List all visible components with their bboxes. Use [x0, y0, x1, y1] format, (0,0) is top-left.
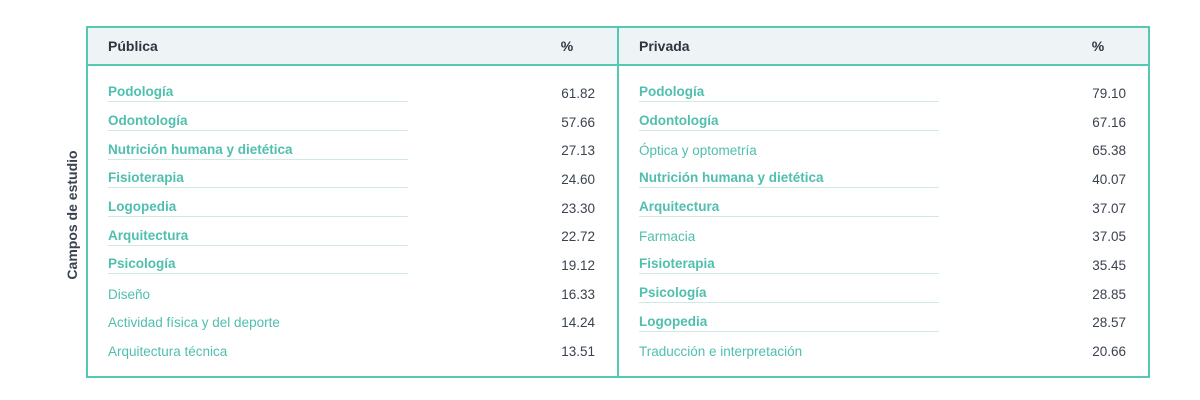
field-value: 27.13 — [561, 143, 595, 159]
table-row: Psicología 19.12 — [108, 251, 595, 280]
field-value: 14.24 — [561, 315, 595, 331]
field-value: 61.82 — [561, 85, 595, 101]
table-panel: Privada% Podología 79.10 Odontología 67.16 Óp… — [617, 28, 1148, 376]
field-value: 40.07 — [1092, 171, 1126, 187]
field-name: Actividad física y del deporte — [108, 315, 280, 331]
field-name: Odontología — [639, 113, 939, 132]
field-name: Arquitectura — [108, 228, 408, 246]
field-name: Nutrición humana y dietética — [639, 170, 939, 189]
field-name: Podología — [639, 84, 939, 103]
field-name: Psicología — [639, 285, 939, 304]
field-value: 79.10 — [1092, 85, 1126, 101]
field-value: 22.72 — [561, 229, 595, 245]
table-row: Actividad física y del deporte 14.24 — [108, 309, 595, 338]
field-value: 24.60 — [561, 171, 595, 187]
field-name: Diseño — [108, 286, 151, 302]
field-name: Traducción e interpretación — [639, 344, 803, 360]
field-value: 28.85 — [1092, 286, 1126, 302]
table-frame: Pública% Podología 61.82 Odontología 57.66 Nu… — [86, 26, 1150, 378]
field-name: Óptica y optometría — [639, 143, 757, 159]
table-row: Arquitectura 22.72 — [108, 222, 595, 251]
side-label: Campos de estudio — [64, 150, 80, 280]
table-row: Farmacia 37.05 — [639, 222, 1126, 251]
field-name: Fisioterapia — [108, 170, 408, 189]
table-row: Logopedia 23.30 — [108, 194, 595, 223]
table-row: Óptica y optometría 65.38 — [639, 136, 1126, 165]
table-row: Psicología 28.85 — [639, 280, 1126, 309]
header-name: Privada — [639, 38, 690, 54]
field-value: 28.57 — [1092, 315, 1126, 331]
table-header: Privada% — [619, 28, 1148, 66]
table-row: Fisioterapia 24.60 — [108, 165, 595, 194]
field-name: Podología — [108, 84, 408, 103]
field-name: Logopedia — [639, 314, 939, 332]
field-value: 65.38 — [1092, 143, 1126, 159]
field-name: Logopedia — [108, 199, 408, 218]
table-row: Podología 61.82 — [108, 79, 595, 108]
field-value: 67.16 — [1092, 114, 1126, 130]
field-value: 23.30 — [561, 200, 595, 216]
field-value: 35.45 — [1092, 257, 1126, 273]
table-row: Nutrición humana y dietética 40.07 — [639, 165, 1126, 194]
table-row: Fisioterapia 35.45 — [639, 251, 1126, 280]
table-row: Arquitectura técnica 13.51 — [108, 337, 595, 366]
table-panel: Pública% Podología 61.82 Odontología 57.66 Nu… — [88, 28, 617, 376]
table-header: Pública% — [88, 28, 617, 66]
table-body: Podología 61.82 Odontología 57.66 Nutrición … — [88, 66, 617, 366]
field-value: 37.07 — [1092, 200, 1126, 216]
table-row: Diseño 16.33 — [108, 280, 595, 309]
table-row: Odontología 67.16 — [639, 108, 1126, 137]
table-row: Podología 79.10 — [639, 79, 1126, 108]
field-value: 16.33 — [561, 286, 595, 302]
header-percent: % — [1091, 38, 1105, 54]
header-percent: % — [560, 38, 574, 54]
field-value: 13.51 — [561, 344, 595, 360]
table-body: Podología 79.10 Odontología 67.16 Óptica y o… — [619, 66, 1148, 366]
field-value: 37.05 — [1092, 229, 1126, 245]
table-row: Nutrición humana y dietética 27.13 — [108, 136, 595, 165]
table-row: Logopedia 28.57 — [639, 309, 1126, 338]
field-name: Fisioterapia — [639, 256, 939, 275]
field-value: 20.66 — [1092, 344, 1126, 360]
field-name: Odontología — [108, 113, 408, 132]
table-row: Traducción e interpretación 20.66 — [639, 337, 1126, 366]
field-name: Nutrición humana y dietética — [108, 142, 408, 160]
field-name: Arquitectura — [639, 199, 939, 218]
header-name: Pública — [108, 38, 158, 54]
field-value: 19.12 — [561, 257, 595, 273]
field-name: Psicología — [108, 256, 408, 275]
table-row: Odontología 57.66 — [108, 108, 595, 137]
field-value: 57.66 — [561, 114, 595, 130]
field-name: Arquitectura técnica — [108, 344, 228, 360]
field-name: Farmacia — [639, 229, 696, 245]
table-row: Arquitectura 37.07 — [639, 194, 1126, 223]
